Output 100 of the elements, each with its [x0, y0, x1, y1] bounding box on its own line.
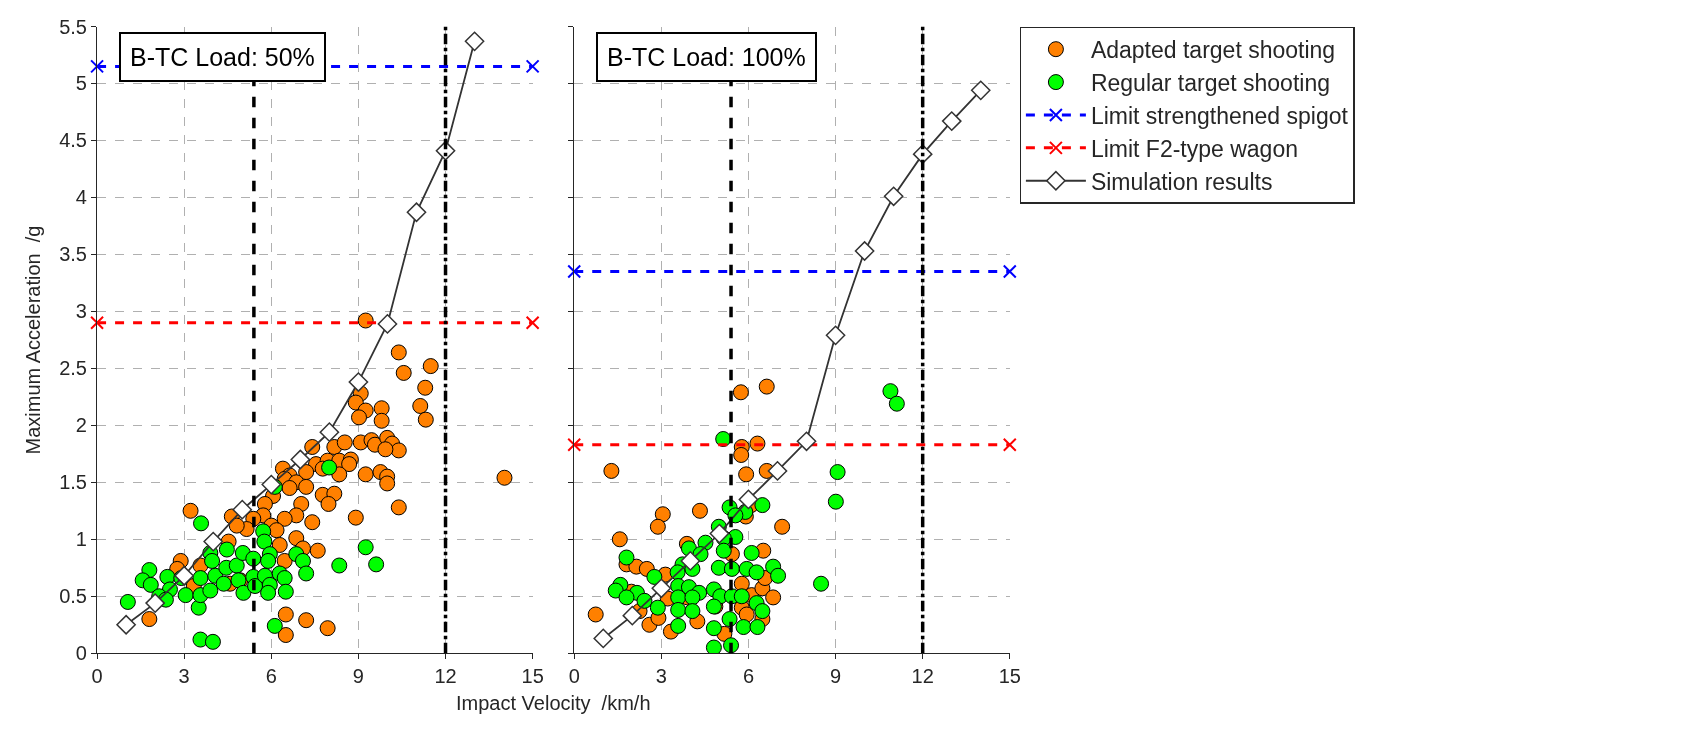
point: [646, 568, 663, 585]
point: [670, 601, 687, 618]
x-tick-label: 9: [352, 665, 364, 688]
point: [654, 506, 671, 523]
point: [377, 314, 398, 334]
point: [611, 531, 628, 548]
point: [321, 459, 338, 476]
annotation: B-TC Load: 100%: [607, 43, 806, 71]
point: [276, 570, 293, 587]
point: [691, 502, 708, 519]
point: [813, 575, 830, 592]
point: [883, 186, 904, 207]
point: [649, 518, 666, 535]
point: [256, 533, 273, 550]
point: [567, 264, 582, 279]
x-tick-label: 15: [998, 665, 1021, 688]
point: [294, 552, 311, 569]
point: [767, 461, 788, 481]
point: [684, 603, 701, 620]
point: [732, 384, 749, 401]
point: [765, 589, 782, 606]
point: [603, 462, 620, 479]
point: [774, 518, 791, 535]
x-tick-label: 12: [434, 665, 457, 688]
point: [202, 582, 219, 599]
y-tick-label: 3.5: [59, 243, 87, 266]
point: [204, 633, 221, 650]
point: [758, 378, 775, 395]
point: [827, 493, 844, 510]
point: [145, 593, 165, 613]
point: [142, 576, 159, 593]
x-axis-title: Impact Velocity /km/h: [456, 692, 651, 714]
point: [941, 111, 962, 131]
point: [266, 617, 283, 634]
y-tick-label: 2.5: [59, 357, 87, 380]
point: [748, 564, 765, 581]
y-tick-label: 3: [75, 300, 87, 323]
point: [357, 539, 374, 556]
point: [587, 606, 604, 623]
point: [290, 449, 311, 470]
point: [796, 431, 817, 452]
x-tick-label: 6: [265, 665, 277, 688]
x-tick-label: 15: [521, 665, 544, 688]
x-tick-label: 6: [742, 665, 755, 688]
point: [684, 589, 701, 606]
x-tick-label: 0: [91, 665, 103, 688]
point: [177, 587, 194, 604]
point: [348, 372, 369, 392]
point: [735, 619, 752, 636]
y-tick-label: 5: [75, 72, 87, 95]
point: [228, 557, 245, 574]
point: [970, 80, 991, 101]
point: [618, 549, 635, 566]
point: [649, 599, 666, 616]
point: [1002, 437, 1017, 452]
point: [525, 315, 540, 330]
annotation: B-TC Load: 50%: [130, 43, 315, 71]
y-tick-label: 5.5: [59, 15, 87, 38]
point: [680, 551, 701, 571]
point: [235, 584, 252, 601]
point: [218, 541, 235, 558]
point: [733, 446, 750, 463]
x-tick-label: 9: [830, 665, 842, 688]
point: [203, 531, 224, 552]
y-axis-title: Maximum Acceleration /g: [21, 225, 44, 455]
point: [670, 617, 687, 634]
point: [593, 628, 614, 649]
point: [733, 588, 750, 605]
y-tick-label: 0.5: [59, 585, 87, 608]
point: [116, 614, 136, 635]
point: [319, 422, 340, 443]
point: [204, 552, 221, 569]
point: [298, 565, 315, 582]
point: [829, 464, 846, 481]
point: [705, 620, 722, 637]
point: [607, 582, 624, 599]
point: [277, 583, 294, 600]
point: [1002, 264, 1017, 279]
y-tick-label: 2: [75, 414, 87, 437]
y-tick-label: 4: [75, 186, 87, 209]
point: [770, 567, 787, 584]
point: [738, 466, 755, 483]
point: [368, 556, 385, 573]
legend-label: Limit strengthened spigot: [1090, 102, 1349, 129]
point: [331, 557, 348, 574]
point: [709, 523, 730, 544]
point: [567, 437, 582, 452]
point: [743, 544, 760, 561]
point: [754, 603, 771, 620]
x-tick-label: 0: [568, 665, 580, 688]
point: [525, 59, 540, 74]
point: [618, 589, 635, 606]
point: [882, 383, 899, 400]
point: [888, 395, 905, 412]
point: [705, 639, 722, 654]
point: [192, 570, 209, 587]
y-tick-label: 4.5: [59, 129, 87, 152]
point: [715, 542, 732, 559]
point: [710, 559, 727, 576]
point: [232, 499, 253, 520]
